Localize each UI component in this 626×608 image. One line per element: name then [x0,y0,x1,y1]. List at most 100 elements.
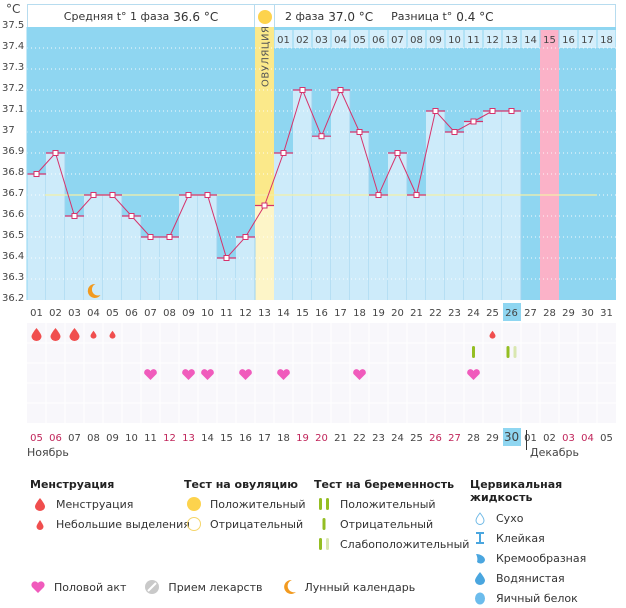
x-tick-label: 06 [125,308,138,319]
calendar-date-label: 12 [163,433,176,444]
cycle-day-label: 17 [581,35,594,46]
temp-point [71,213,78,219]
y-tick-label: 36.2 [2,293,25,304]
temp-point [413,192,420,198]
cycle-day-label: 04 [334,35,347,46]
calendar-date-label: 21 [334,433,347,444]
phase2-value: 37.0 °C [328,9,374,24]
x-tick-label: 23 [448,308,461,319]
pill-icon [142,579,162,595]
one-line-icon [314,517,334,531]
temp-point [508,108,515,114]
temp-point [242,234,249,240]
diff-value: 0.4 °C [456,9,494,24]
calendar-date-label: 08 [87,433,100,444]
temp-bar [179,195,198,300]
x-tick-label: 03 [68,308,81,319]
legend-item: Яичный белок [470,588,626,608]
cycle-day-label: 16 [562,35,575,46]
legend-item: Положительный [184,495,306,513]
temp-point [280,150,287,156]
x-tick-label: 25 [486,308,499,319]
dry-icon [470,511,490,525]
temp-bar [236,237,255,300]
temp-bar [141,237,160,300]
blood-drop-icon [69,328,80,341]
cycle-day-label: 15 [543,35,556,46]
month-label-november: Ноябрь [27,446,69,459]
temp-point [432,108,439,114]
legend-bottom: Половой акт Прием лекарств Лунный календ… [28,578,415,596]
y-axis-unit: °C [6,2,21,16]
calendar-date-label: 27 [448,433,461,444]
temp-point [470,118,477,125]
phase2-average: 2 фаза 37.0 °C Разница t° 0.4 °C [274,4,616,28]
calendar-date-label: 23 [372,433,385,444]
calendar-date-label: 16 [239,433,252,444]
x-tick-label: 04 [87,308,100,319]
legend-title: Менструация [30,478,115,491]
x-tick-label: 13 [258,308,271,319]
phase1-label: Средняя t° 1 фаза [63,10,170,23]
small-drop-icon [489,330,496,339]
temp-bar [483,111,502,300]
x-tick-label: 21 [410,308,423,319]
current-date-highlight [503,428,521,446]
x-tick-label: 02 [49,308,62,319]
legend-item: Небольшие выделения [30,515,190,533]
x-tick-label: 07 [144,308,157,319]
x-tick-label: 19 [372,308,385,319]
calendar-date-label: 09 [106,433,119,444]
x-tick-label: 15 [296,308,309,319]
calendar-date-label: 29 [486,433,499,444]
phase1-value: 36.6 °C [173,9,219,24]
legend-ovulation-test: Тест на овуляцию Положительный Отрицател… [184,478,306,533]
small-drop-icon [90,330,97,339]
cycle-day-label: 03 [315,35,328,46]
temperature-line [36,88,512,259]
temp-point [90,192,97,198]
y-tick-label: 36.9 [2,146,25,157]
heart-icon [28,580,48,594]
blood-drop-icon [31,328,42,341]
legend-menstruation: Менструация Менструация Небольшие выделе… [30,478,190,533]
cycle-day-cell [464,30,483,48]
y-tick-label: 37.1 [2,104,25,115]
y-tick-label: 36.8 [2,167,25,178]
calendar-date-label: 06 [49,433,62,444]
y-tick-label: 36.3 [2,272,25,283]
x-tick-label: 31 [600,308,613,319]
x-tick-label: 14 [277,308,290,319]
cycle-day-label: 05 [353,35,366,46]
y-tick-label: 37.5 [2,20,25,31]
cycle-day-cell [521,30,540,48]
calendar-date-label: 18 [277,433,290,444]
cycle-day-cell [445,30,464,48]
heart-icon [467,369,480,380]
legend-item: Половой акт [28,578,126,596]
x-tick-label: 05 [106,308,119,319]
temp-point [166,234,173,240]
temp-bar [217,258,236,300]
small-drop-icon [109,330,116,339]
y-tick-label: 36.6 [2,209,25,220]
heart-icon [182,369,195,380]
pregnancy-test-icon [506,346,510,358]
y-tick-label: 36.7 [2,188,25,199]
legend-cervical-fluid: Цервикальная жидкость Сухо Клейкая Кремо… [470,478,626,608]
cycle-day-label: 07 [391,35,404,46]
temp-point [147,234,154,240]
temp-point [33,171,40,177]
legend-item: Отрицательный [184,515,306,533]
two-lines-icon [314,497,334,511]
temp-point [261,202,268,209]
cycle-day-cell [312,30,331,48]
temp-point [489,108,496,114]
legend-item: Отрицательный [314,515,469,533]
temp-bar [426,111,445,300]
temp-bar [160,237,179,300]
cycle-day-cell [597,30,616,48]
pregnancy-test-faint-line [513,346,517,358]
legend-item: Клейкая [470,528,626,548]
y-tick-label: 37.2 [2,83,25,94]
